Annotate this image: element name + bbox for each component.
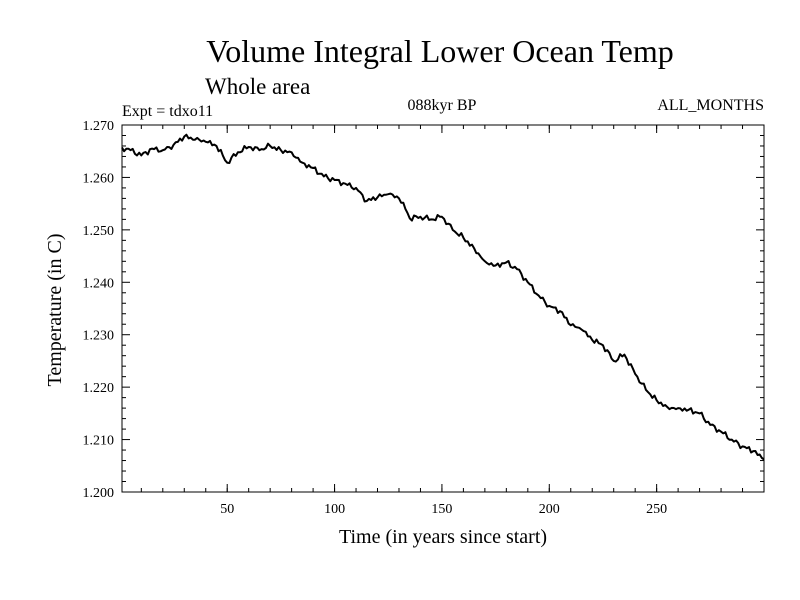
plot-frame — [121, 124, 765, 493]
x-axis-label: Time (in years since start) — [339, 526, 547, 548]
y-tick-label: 1.210 — [83, 434, 115, 449]
x-tick-label: 100 — [324, 502, 345, 517]
chart-title: Volume Integral Lower Ocean Temp — [206, 33, 674, 69]
y-tick-label: 1.240 — [83, 276, 115, 291]
plot-area: 50 100 150 200 250 1.200 1.210 1.220 1.230 1.240 1… — [83, 119, 765, 517]
y-tick-label: 1.200 — [83, 486, 115, 501]
chart-subtitle: Whole area — [205, 74, 310, 99]
y-tick-label: 1.270 — [83, 119, 115, 134]
x-tick-label: 50 — [220, 502, 234, 517]
y-tick-label: 1.230 — [83, 329, 115, 344]
y-axis-label: Temperature (in C) — [44, 234, 66, 387]
y-tick-label: 1.220 — [83, 381, 115, 396]
expt-label: Expt = tdxo11 — [122, 103, 213, 120]
y-tick-label: 1.250 — [83, 224, 115, 239]
months-label: ALL_MONTHS — [657, 97, 764, 114]
x-tick-label: 200 — [539, 502, 560, 517]
x-tick-label: 250 — [646, 502, 667, 517]
x-tick-label: 150 — [431, 502, 452, 517]
y-tick-label: 1.260 — [83, 171, 115, 186]
period-label: 088kyr BP — [408, 97, 477, 114]
series-line — [121, 133, 765, 461]
